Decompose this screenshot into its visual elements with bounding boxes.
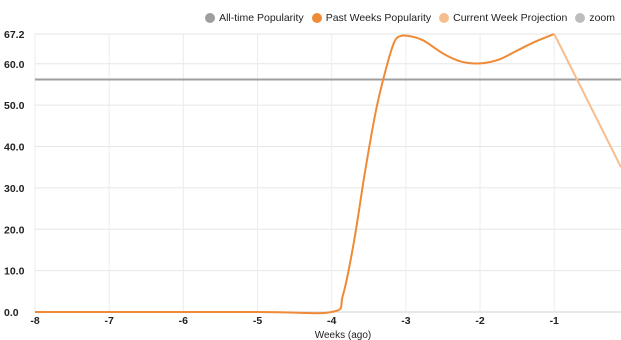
grid-lines xyxy=(34,33,621,313)
y-tick-label: 20.0 xyxy=(4,224,25,236)
legend-label: Current Week Projection xyxy=(453,12,568,24)
y-tick-label: 67.2 xyxy=(4,29,25,41)
legend-dot-icon xyxy=(205,13,216,23)
legend-item-past-weeks[interactable]: Past Weeks Popularity xyxy=(311,12,432,24)
x-tick-label: -4 xyxy=(327,315,336,327)
legend-dot-icon xyxy=(311,13,322,23)
series-lines xyxy=(34,33,621,315)
legend-label: Past Weeks Popularity xyxy=(325,12,432,24)
series-line-past-weeks xyxy=(34,33,555,315)
legend-dot-icon xyxy=(439,13,450,23)
x-tick-label: -6 xyxy=(179,315,188,327)
legend-item-all-time[interactable]: All-time Popularity xyxy=(205,12,304,24)
tick-labels: 0.0 10.0 20.0 30.0 40.0 50.0 60.0 67.2 -8 -7 -6 -5 -… xyxy=(4,29,559,327)
y-tick-label: 50.0 xyxy=(4,100,25,112)
x-tick-label: -8 xyxy=(30,315,39,327)
legend-label: zoom xyxy=(589,12,615,24)
y-tick-label: 30.0 xyxy=(4,183,25,195)
series-line-current-week xyxy=(553,33,621,168)
y-tick-label: 40.0 xyxy=(4,142,25,154)
legend-dot-icon xyxy=(575,13,586,23)
chart-legend: All-time Popularity Past Weeks Popularit… xyxy=(205,12,615,24)
x-tick-label: -2 xyxy=(475,315,484,327)
x-tick-label: -7 xyxy=(105,315,114,327)
legend-item-zoom[interactable]: zoom xyxy=(575,12,615,24)
y-tick-label: 60.0 xyxy=(4,59,25,71)
x-tick-label: -3 xyxy=(401,315,410,327)
x-axis-title: Weeks (ago) xyxy=(315,330,372,340)
legend-item-current-week[interactable]: Current Week Projection xyxy=(439,12,567,24)
x-tick-label: -1 xyxy=(550,315,559,327)
y-tick-label: 10.0 xyxy=(4,266,25,278)
x-tick-label: -5 xyxy=(253,315,262,327)
legend-label: All-time Popularity xyxy=(219,12,304,24)
y-tick-label: 0.0 xyxy=(4,307,19,319)
